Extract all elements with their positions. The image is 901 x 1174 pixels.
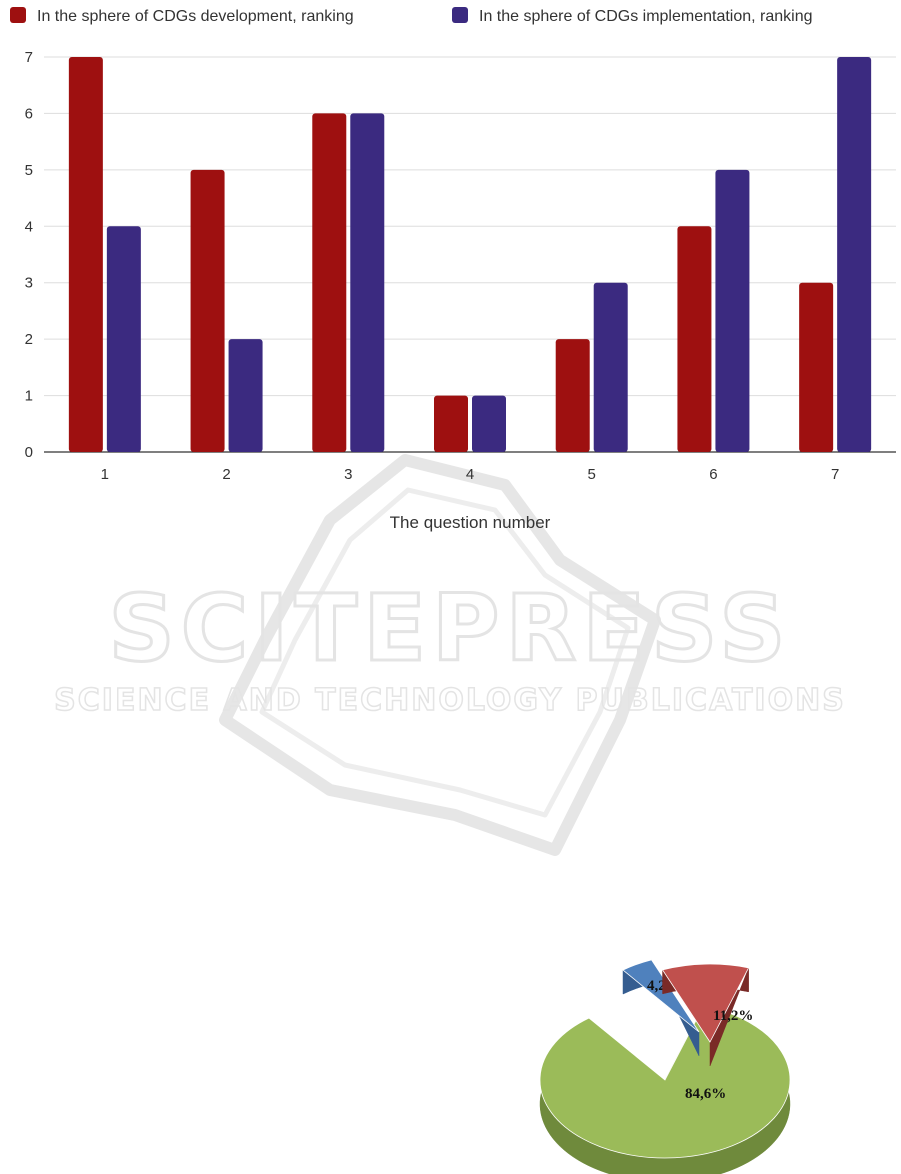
chart-grid: 0 1 2 3 4 5 6 7 [25, 49, 896, 461]
x-tick-label: 3 [344, 466, 352, 483]
bar-series1-q5 [555, 339, 590, 452]
x-tick-label: 6 [709, 466, 717, 483]
y-tick-label: 0 [25, 444, 33, 461]
bar-series2-q5 [593, 282, 628, 452]
bar-chart: In the sphere of CDGs development, ranki… [10, 7, 896, 532]
bar-series1-q3 [312, 113, 347, 452]
x-tick-label: 7 [831, 466, 839, 483]
legend-label-1: In the sphere of CDGs development, ranki… [37, 8, 354, 25]
pie-label-3: 11,2% [713, 1008, 753, 1024]
bar-series1-q6 [677, 226, 712, 452]
bar-series1-q4 [434, 395, 468, 452]
y-tick-label: 1 [25, 388, 33, 405]
bar-series1-q7 [799, 282, 834, 452]
legend-swatch-2 [452, 7, 468, 23]
chart-legend: In the sphere of CDGs development, ranki… [10, 7, 813, 25]
bar-series2-q1 [106, 226, 141, 452]
bar-series1-q1 [68, 57, 103, 452]
x-axis-title: The question number [390, 513, 551, 532]
legend-swatch-1 [10, 7, 26, 23]
pie-slice-2 [622, 959, 700, 1033]
y-tick-label: 2 [25, 331, 33, 348]
watermark-subtitle: SCIENCE AND TECHNOLOGY PUBLICATIONS [54, 683, 846, 718]
bar-series2-q2 [228, 339, 263, 452]
pie-chart: 84,6%4,2%11,2% [539, 959, 791, 1174]
y-tick-label: 3 [25, 275, 33, 292]
bar-series2-q3 [350, 113, 385, 452]
pie-slices: 84,6%4,2%11,2% [539, 959, 791, 1174]
bar-series1-q2 [190, 169, 225, 452]
pie-slice-3 [661, 963, 750, 1043]
y-tick-label: 6 [25, 105, 33, 122]
watermark-emblem-inner [259, 487, 631, 818]
x-axis-ticks: 1 2 3 4 5 6 7 [101, 466, 840, 483]
pie-label-1: 84,6% [685, 1086, 726, 1102]
y-tick-label: 7 [25, 49, 33, 66]
x-tick-label: 1 [101, 466, 109, 483]
watermark-title: SCITEPRESS [108, 575, 791, 682]
y-tick-label: 5 [25, 162, 33, 179]
watermark-emblem [219, 454, 661, 856]
y-tick-label: 4 [25, 218, 33, 235]
bar-series2-q6 [715, 169, 750, 452]
legend-label-2: In the sphere of CDGs implementation, ra… [479, 8, 813, 25]
x-tick-label: 4 [466, 466, 474, 483]
x-tick-label: 5 [588, 466, 596, 483]
bar-series2-q7 [837, 57, 872, 452]
chart-bars [68, 57, 872, 452]
x-tick-label: 2 [222, 466, 230, 483]
bar-series2-q4 [472, 395, 506, 452]
pie-slice-1 [539, 1005, 791, 1159]
